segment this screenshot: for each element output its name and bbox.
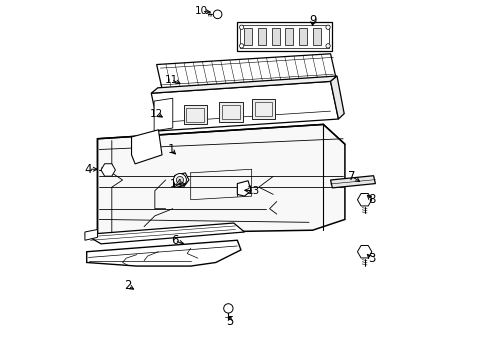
Text: 13: 13 bbox=[246, 186, 260, 196]
Circle shape bbox=[325, 44, 329, 48]
Text: 4: 4 bbox=[84, 163, 92, 176]
Polygon shape bbox=[237, 181, 250, 196]
Text: 5: 5 bbox=[226, 315, 233, 328]
Circle shape bbox=[223, 304, 233, 313]
Text: 6: 6 bbox=[170, 234, 178, 247]
Text: 7: 7 bbox=[347, 170, 355, 183]
Polygon shape bbox=[285, 28, 293, 45]
Polygon shape bbox=[85, 229, 97, 240]
Text: 9: 9 bbox=[308, 14, 316, 27]
Text: 8: 8 bbox=[367, 193, 375, 206]
Text: 3: 3 bbox=[367, 252, 375, 265]
Circle shape bbox=[239, 44, 244, 48]
Polygon shape bbox=[156, 54, 335, 89]
Polygon shape bbox=[271, 28, 279, 45]
Text: 11: 11 bbox=[164, 75, 177, 85]
Polygon shape bbox=[174, 173, 188, 187]
Polygon shape bbox=[97, 125, 344, 234]
Text: 14: 14 bbox=[169, 179, 183, 189]
Circle shape bbox=[173, 174, 186, 186]
Text: 10: 10 bbox=[195, 6, 207, 17]
Polygon shape bbox=[85, 223, 244, 244]
Circle shape bbox=[213, 10, 222, 19]
Polygon shape bbox=[154, 98, 172, 131]
Polygon shape bbox=[151, 76, 336, 93]
Polygon shape bbox=[312, 28, 320, 45]
Text: 2: 2 bbox=[124, 279, 131, 292]
Circle shape bbox=[239, 25, 244, 30]
Polygon shape bbox=[219, 102, 242, 122]
Polygon shape bbox=[151, 81, 338, 131]
Polygon shape bbox=[131, 130, 162, 164]
Polygon shape bbox=[330, 76, 344, 119]
Text: 12: 12 bbox=[150, 109, 163, 119]
Polygon shape bbox=[237, 22, 332, 51]
Polygon shape bbox=[330, 176, 375, 188]
Polygon shape bbox=[258, 28, 265, 45]
Polygon shape bbox=[183, 105, 206, 125]
Polygon shape bbox=[244, 28, 252, 45]
Polygon shape bbox=[251, 99, 274, 119]
Circle shape bbox=[176, 176, 183, 184]
Text: 1: 1 bbox=[167, 143, 174, 156]
Circle shape bbox=[325, 25, 329, 30]
Polygon shape bbox=[298, 28, 306, 45]
Polygon shape bbox=[86, 240, 241, 266]
